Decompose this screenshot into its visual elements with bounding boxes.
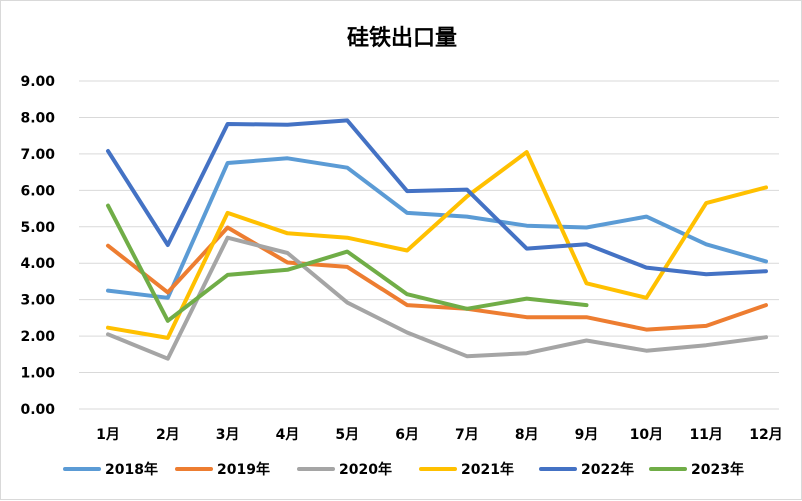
y-tick-label: 2.00: [20, 329, 55, 345]
gridlines: [79, 80, 779, 410]
chart-title: 硅铁出口量: [347, 25, 457, 51]
x-tick-label: 8月: [515, 427, 539, 443]
y-tick-label: 7.00: [20, 147, 55, 163]
x-tick-label: 4月: [276, 427, 300, 443]
x-tick-label: 9月: [575, 427, 599, 443]
y-axis: 0.00 1.00 2.00 3.00 4.00 5.00 6.00 7.00 8.00 9.00: [20, 74, 55, 418]
x-tick-label: 2月: [156, 427, 180, 443]
x-tick-label: 12月: [749, 427, 782, 443]
x-axis: 1月 2月 3月 4月 5月 6月 7月 8月 9月 10月 11月 12月: [96, 427, 783, 443]
legend-label: 2022年: [581, 461, 634, 478]
legend-label: 2021年: [461, 461, 514, 478]
x-tick-label: 10月: [630, 427, 663, 443]
series-line: [106, 203, 589, 323]
y-tick-label: 6.00: [20, 183, 55, 199]
x-tick-label: 6月: [395, 427, 419, 443]
y-tick-label: 5.00: [20, 220, 55, 236]
legend-label: 2019年: [217, 461, 270, 478]
x-tick-label: 1月: [96, 427, 120, 443]
y-tick-label: 8.00: [20, 110, 55, 126]
series-line: [106, 150, 768, 340]
series-line: [106, 118, 768, 277]
series-line: [106, 235, 768, 361]
y-tick-label: 4.00: [20, 256, 55, 272]
series-lines: [106, 118, 768, 361]
legend-label: 2023年: [691, 461, 744, 478]
y-tick-label: 9.00: [20, 74, 55, 90]
x-tick-label: 7月: [455, 427, 479, 443]
series-line: [106, 156, 768, 300]
y-tick-label: 3.00: [20, 293, 55, 309]
y-tick-label: 1.00: [20, 366, 55, 382]
y-tick-label: 0.00: [20, 402, 55, 418]
legend-label: 2020年: [339, 461, 392, 478]
legend-label: 2018年: [105, 461, 158, 478]
x-tick-label: 11月: [689, 427, 722, 443]
legend: 2018年 2019年 2020年 2021年 2022年 2023年: [63, 461, 744, 478]
x-tick-label: 5月: [335, 427, 359, 443]
x-tick-label: 3月: [216, 427, 240, 443]
